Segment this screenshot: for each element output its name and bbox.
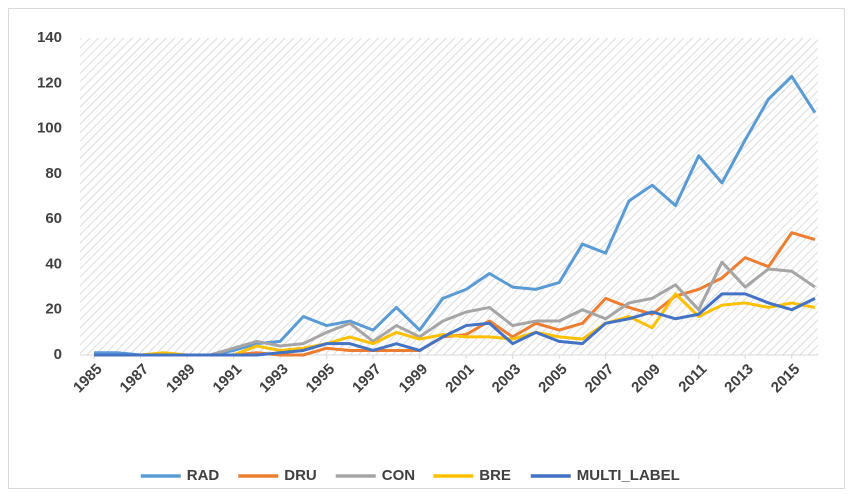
plot-area xyxy=(80,38,818,355)
y-tick-label: 60 xyxy=(45,210,62,227)
series-line xyxy=(94,292,816,357)
legend-label: MULTI_LABEL xyxy=(577,467,680,484)
y-tick-label: 120 xyxy=(37,74,62,91)
legend-label: BRE xyxy=(479,467,511,484)
y-tick-label: 40 xyxy=(45,255,62,272)
y-tick-label: 140 xyxy=(37,29,62,46)
legend-label: DRU xyxy=(284,467,317,484)
y-tick-label: 80 xyxy=(45,165,62,182)
y-tick-label: 100 xyxy=(37,120,62,137)
y-tick-label: 20 xyxy=(45,301,62,318)
legend-label: CON xyxy=(382,467,415,484)
y-tick-label: 0 xyxy=(54,346,62,363)
legend-label: RAD xyxy=(187,467,220,484)
